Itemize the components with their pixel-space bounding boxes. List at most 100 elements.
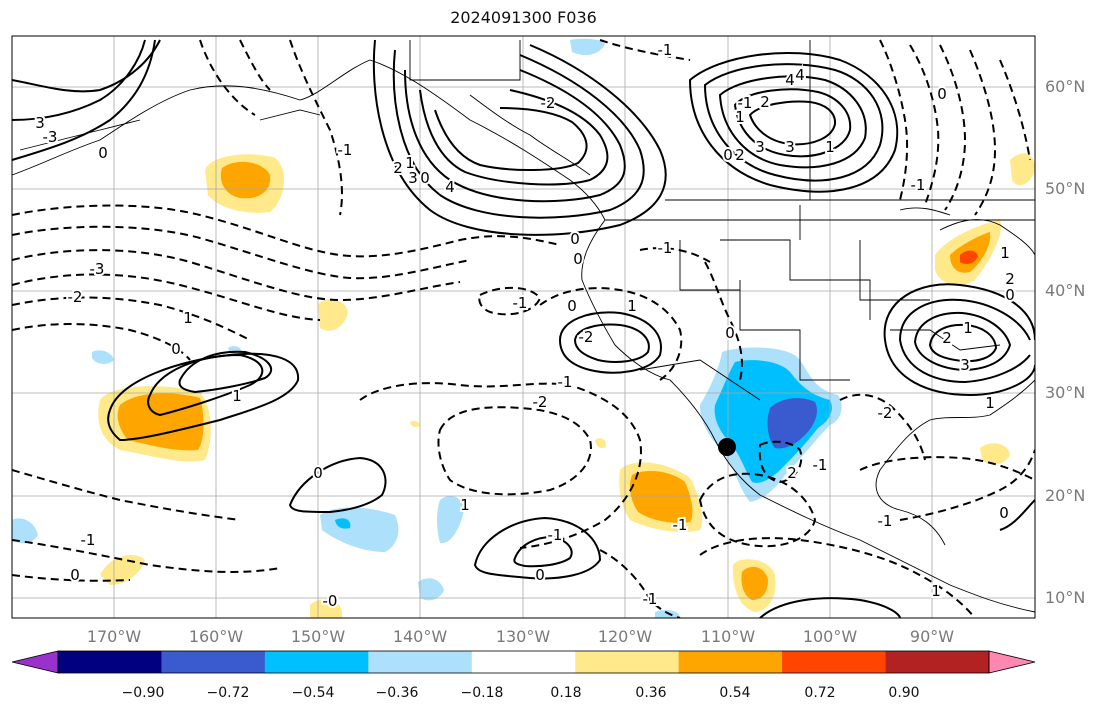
contour-label-halo: 0 <box>725 324 735 342</box>
contour-label-halo: 4 <box>785 71 795 89</box>
lat-label-50n: 50°N <box>1045 179 1086 198</box>
contour-label: 2 <box>942 329 952 347</box>
colorbar-segment <box>58 651 162 673</box>
contour-label: -1 <box>738 94 753 112</box>
contour-label: 4 <box>795 66 805 84</box>
contour-label-halo: 0 <box>98 144 108 162</box>
contour-label: 3 <box>408 169 418 187</box>
contour-label: 0 <box>567 297 577 315</box>
contour-label: 0 <box>723 146 733 164</box>
contour-label: 2 <box>393 159 403 177</box>
contour-label-halo: 0 <box>535 566 545 584</box>
contour-label: 2 <box>735 146 745 164</box>
lat-label-30n: 30°N <box>1045 383 1086 402</box>
colorbar-tick-label: −0.72 <box>206 685 250 701</box>
contour-label: 1 <box>735 108 745 126</box>
contour-label: -1 <box>673 516 688 534</box>
contour-label-halo: 2 <box>787 464 797 482</box>
lat-label-60n: 60°N <box>1045 77 1086 96</box>
lon-label-120w: 120°W <box>597 627 653 646</box>
contour-label: 0 <box>570 230 580 248</box>
contour-label-halo: -2 <box>541 94 556 112</box>
colorbar <box>11 650 1036 674</box>
contour-label-halo: 1 <box>460 496 470 514</box>
contour-label-halo: 2 <box>393 159 403 177</box>
contour-label-halo: 2 <box>735 146 745 164</box>
contour-label-halo: 0 <box>171 340 181 358</box>
colorbar-segment <box>782 651 887 673</box>
contour-label: 1 <box>825 138 835 156</box>
contour-label-halo: -1 <box>673 516 688 534</box>
contour-label-halo: 3 <box>785 138 795 156</box>
contour-label: -1 <box>81 531 96 549</box>
anomaly-shading <box>12 38 1035 618</box>
colorbar-segment <box>471 651 576 673</box>
contour-label-halo: -2 <box>68 288 83 306</box>
contour-label-halo: -1 <box>643 590 658 608</box>
lon-label-100w: 100°W <box>802 627 858 646</box>
contour-label-halo: 1 <box>985 394 995 412</box>
contour-label: 0 <box>725 324 735 342</box>
colorbar-tick-label: −0.36 <box>375 685 419 701</box>
contour-label-halo: 1 <box>825 138 835 156</box>
lon-label-110w: 110°W <box>700 627 756 646</box>
contour-label-halo: -1 <box>911 176 926 194</box>
contour-label-halo: 1 <box>627 297 637 315</box>
lon-label-90w: 90°W <box>909 627 955 646</box>
contour-label: 4 <box>445 178 455 196</box>
contour-label: -1 <box>878 512 893 530</box>
contour-label: 3 <box>35 114 45 132</box>
contour-label: 0 <box>420 169 430 187</box>
contour-label-halo: -0 <box>323 592 338 610</box>
lon-label-170w: 170°W <box>86 627 142 646</box>
contour-label: 4 <box>785 71 795 89</box>
contour-label-halo: 0 <box>723 146 733 164</box>
colorbar-outline <box>57 650 990 674</box>
contour-label-halo: -3 <box>90 260 105 278</box>
contour-label-halo: 4 <box>795 66 805 84</box>
contour-label-halo: -1 <box>738 94 753 112</box>
contour-label-halo: 1 <box>1000 244 1010 262</box>
contour-label: -1 <box>911 176 926 194</box>
contour-label-halo: 1 <box>963 319 973 337</box>
contour-label-halo: 1 <box>405 154 415 172</box>
contour-label: -1 <box>338 141 353 159</box>
contour-label: 1 <box>627 297 637 315</box>
contour-label: -3 <box>90 260 105 278</box>
contour-label-halo: -2 <box>878 404 893 422</box>
contour-label-halo: 0 <box>313 464 323 482</box>
contour-label: -2 <box>533 393 548 411</box>
contour-label: 2 <box>787 464 797 482</box>
contour-label: 0 <box>535 566 545 584</box>
contours-negative <box>12 39 1035 618</box>
lat-label-10n: 10°N <box>1045 588 1086 607</box>
storm-center-marker <box>718 438 736 456</box>
contour-label: 0 <box>98 144 108 162</box>
contour-label-halo: 1 <box>931 582 941 600</box>
colorbar-tick-label: 0.36 <box>635 685 667 701</box>
contour-label: 1 <box>183 309 193 327</box>
contour-label: -1 <box>513 294 528 312</box>
contour-label: 0 <box>313 464 323 482</box>
colorbar-segment <box>264 651 369 673</box>
contour-label-halo: 3 <box>960 356 970 374</box>
contour-label: -1 <box>658 41 673 59</box>
colorbar-tick-label: −0.18 <box>460 685 504 701</box>
contour-label: -1 <box>658 239 673 257</box>
colorbar-tick-label: −0.90 <box>121 685 165 701</box>
contour-label-halo: -1 <box>658 239 673 257</box>
contour-label: 3 <box>785 138 795 156</box>
contour-label: 0 <box>573 250 583 268</box>
contour-label: -1 <box>558 373 573 391</box>
contour-label-halo: 1 <box>735 108 745 126</box>
contour-label: -0 <box>323 592 338 610</box>
colorbar-extend-max <box>988 650 1036 674</box>
contours-positive <box>12 39 1035 618</box>
map-border <box>11 35 1036 619</box>
contour-label-halo: 1 <box>183 309 193 327</box>
contour-label: 1 <box>985 394 995 412</box>
lon-label-160w: 160°W <box>188 627 244 646</box>
contour-label: -1 <box>548 526 563 544</box>
